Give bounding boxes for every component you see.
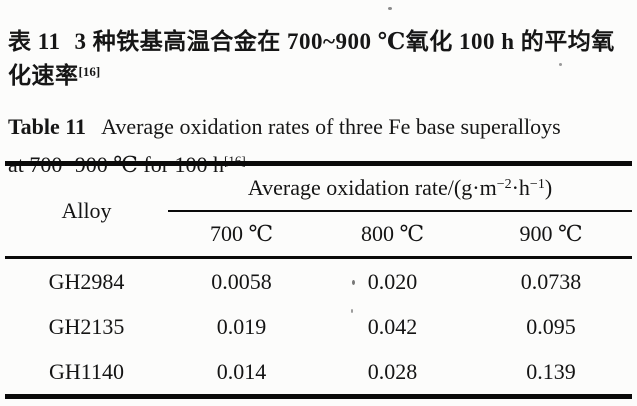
scan-speck — [559, 63, 562, 66]
table-caption-zh: 表 11 3 种铁基高温合金在 700~900 ℃氧化 100 h 的平均氧 化速… — [8, 25, 632, 93]
caption-en-line1: Average oxidation rates of three Fe base… — [101, 114, 561, 139]
column-header-alloy: Alloy — [5, 161, 168, 259]
scan-speck — [388, 7, 392, 10]
unit-exponent-m: −2 — [496, 177, 512, 192]
table-row-gh2135: GH2135 0.019 0.042 0.095 — [5, 304, 632, 349]
caption-zh-line2: 化速率 — [8, 63, 79, 88]
caption-zh-citation-ref: [16] — [78, 64, 101, 79]
column-header-900c: 900 ℃ — [470, 211, 633, 259]
column-header-800c: 800 ℃ — [315, 211, 470, 259]
unit-text-suffix: ) — [544, 175, 553, 200]
rate-cell-800c: 0.020 — [367, 268, 418, 294]
rate-cell-700c: 0.0058 — [211, 268, 272, 294]
rate-cell-900c: 0.0738 — [520, 268, 582, 294]
rate-cell-900c: 0.095 — [526, 313, 576, 339]
scan-speck — [352, 280, 355, 285]
table-row-gh1140: GH1140 0.014 0.028 0.139 — [5, 349, 633, 399]
unit-text-prefix: Average oxidation rate/(g·m — [247, 175, 497, 200]
unit-exponent-h: −1 — [529, 177, 545, 192]
alloy-name-cell: GH1140 — [5, 349, 168, 399]
rate-cell-900c: 0.139 — [470, 349, 633, 399]
column-header-700c: 700 ℃ — [168, 211, 315, 259]
caption-zh-label: 表 11 — [8, 29, 61, 54]
rate-cell-800c: 0.028 — [315, 349, 470, 399]
scan-speck — [529, 119, 531, 121]
column-header-oxidation-rate-unit: Average oxidation rate/(g·m−2·h−1) — [168, 161, 633, 212]
rate-cell-700c: 0.019 — [216, 313, 267, 339]
unit-text-mid: ·h — [511, 175, 530, 200]
caption-zh-line1: 3 种铁基高温合金在 700~900 ℃氧化 100 h 的平均氧 — [74, 29, 615, 54]
caption-en-label: Table 11 — [8, 114, 87, 139]
scan-speck — [351, 309, 353, 313]
rate-cell-800c: 0.042 — [367, 313, 418, 339]
alloy-name-cell: GH2984 — [48, 268, 125, 294]
alloy-name-cell: GH2135 — [48, 313, 125, 339]
rate-cell-700c: 0.014 — [168, 349, 315, 399]
oxidation-rate-table: Alloy Average oxidation rate/(g·m−2·h−1)… — [5, 161, 633, 399]
table-row-gh2984: GH2984 0.0058 0.020 0.0738 — [5, 258, 632, 305]
